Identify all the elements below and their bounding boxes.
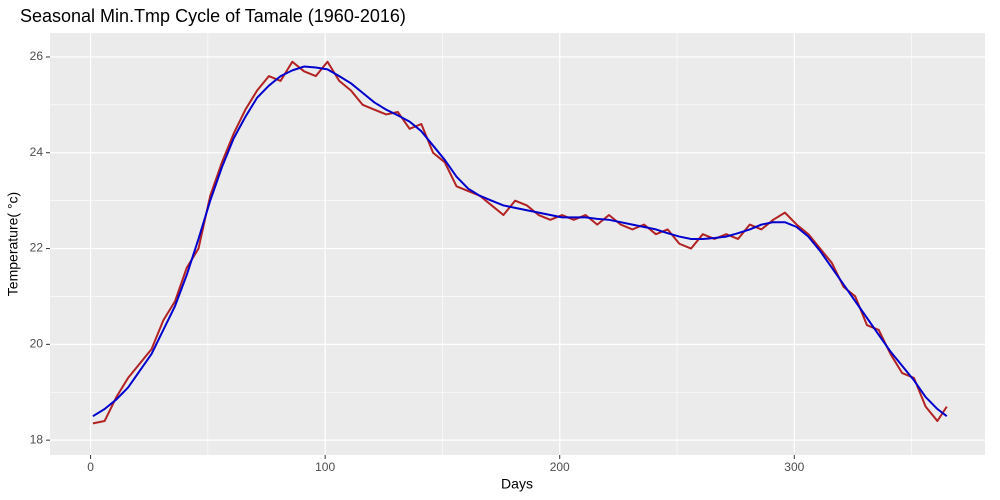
y-tick-label: 20: [30, 337, 44, 351]
y-tick-label: 26: [30, 49, 44, 63]
x-tick-label: 300: [784, 460, 804, 474]
x-tick-label: 200: [550, 460, 570, 474]
x-tick-label: 100: [315, 460, 335, 474]
data-line: [92, 65, 948, 418]
data-line: [92, 60, 948, 425]
y-axis-title: Temperature( °c): [5, 192, 21, 296]
chart-title: Seasonal Min.Tmp Cycle of Tamale (1960-2…: [20, 6, 406, 26]
y-tick-label: 18: [30, 432, 44, 446]
x-axis-title: Days: [501, 476, 533, 492]
plot-panel: [50, 33, 985, 455]
y-tick-label: 24: [30, 145, 44, 159]
x-tick-label: 0: [87, 460, 94, 474]
y-tick-label: 22: [30, 241, 44, 255]
